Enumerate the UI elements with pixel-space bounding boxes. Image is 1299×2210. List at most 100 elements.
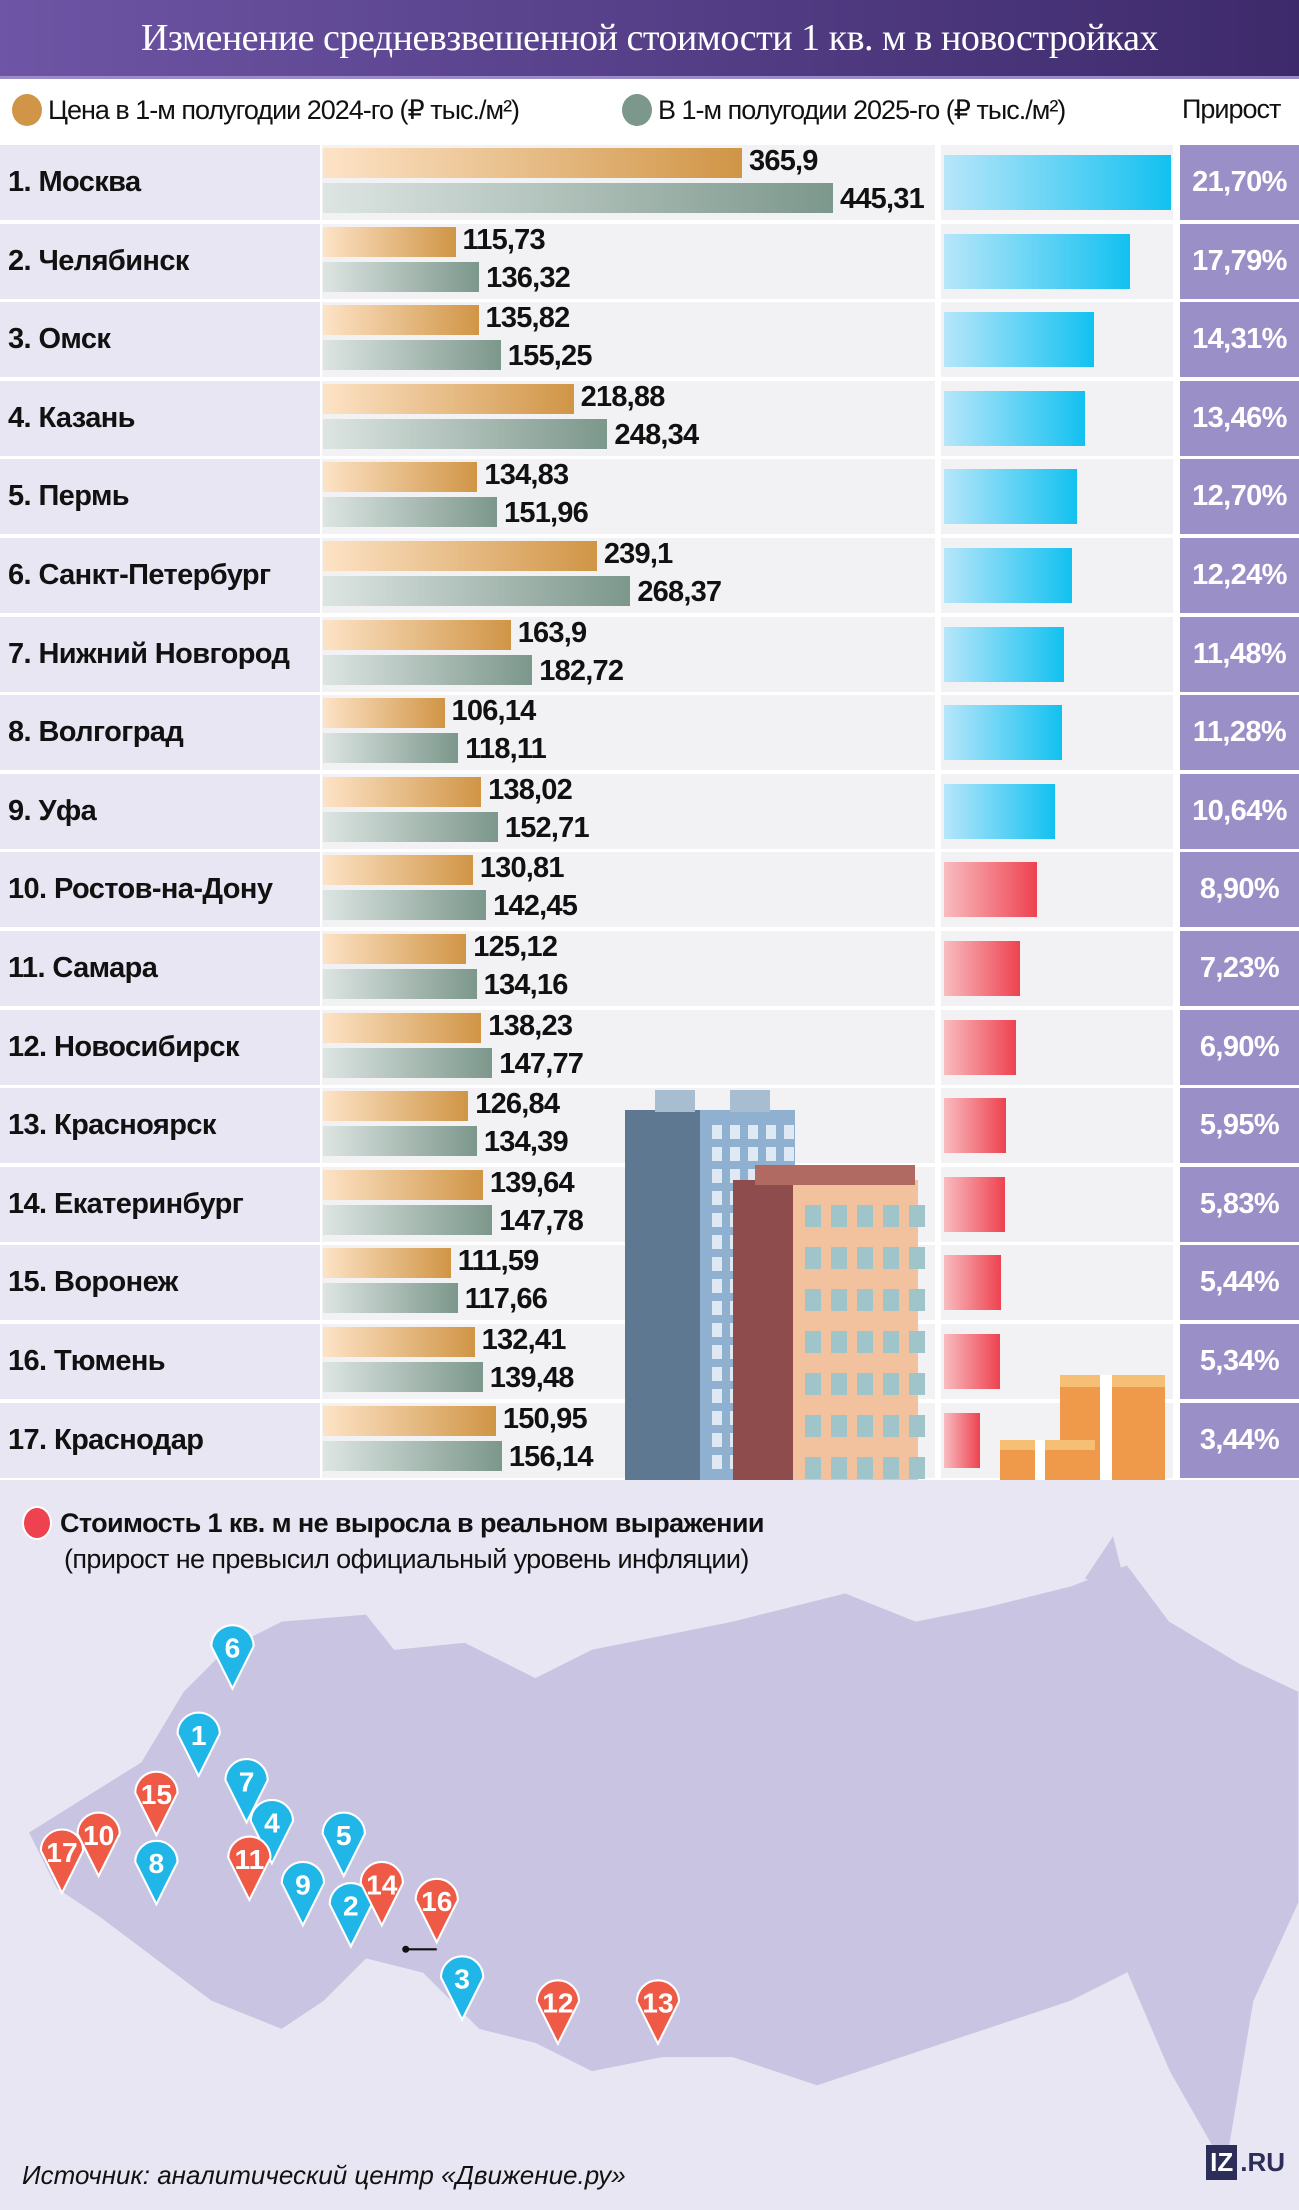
city-label: 11. Самара <box>0 931 320 1006</box>
bars-cell: 365,9 445,31 <box>322 145 935 220</box>
value-2024: 132,41 <box>481 1324 567 1356</box>
value-2025: 182,72 <box>539 654 624 687</box>
bar-2024 <box>323 383 574 414</box>
value-2025: 268,37 <box>637 576 722 608</box>
growth-value: 21,70% <box>1180 145 1299 220</box>
pin-icon <box>224 1757 269 1825</box>
map-pin-8: 8 <box>134 1839 179 1907</box>
growth-cell <box>941 145 1173 220</box>
pin-number: 4 <box>264 1806 280 1838</box>
growth-bar <box>944 390 1085 446</box>
growth-value: 3,44% <box>1180 1402 1299 1478</box>
value-2024: 239,1 <box>603 538 673 570</box>
bar-2025 <box>323 576 631 606</box>
bars-cell: 126,84 134,39 <box>322 1088 935 1164</box>
bar-2024 <box>323 1405 496 1436</box>
pin-number: 3 <box>454 1963 470 1995</box>
red-dot-icon <box>22 1506 52 1540</box>
city-label: 13. Красноярск <box>0 1088 320 1164</box>
pin-icon <box>359 1860 405 1928</box>
growth-value: 14,31% <box>1180 302 1299 378</box>
logo-part: IZ <box>1206 2145 1238 2180</box>
city-label: 17. Краснодар <box>0 1402 320 1478</box>
map-pin-7: 7 <box>224 1757 269 1825</box>
growth-bar <box>944 1176 1005 1232</box>
table-row: 11. Самара 125,12 134,16 7,23% <box>0 931 1299 1006</box>
table-row: 6. Санкт-Петербург 239,1 268,37 12,24% <box>0 538 1299 613</box>
bar-2024 <box>323 698 445 729</box>
growth-cell <box>941 773 1173 849</box>
bar-2025 <box>323 654 533 685</box>
value-2024: 218,88 <box>580 380 666 413</box>
bars-cell: 111,59 117,66 <box>322 1245 935 1321</box>
bar-2024 <box>323 1012 482 1043</box>
table-row: 16. Тюмень 132,41 139,48 5,34% <box>0 1324 1299 1399</box>
russia-silhouette <box>27 1563 1299 2173</box>
city-label: 9. Уфа <box>0 773 320 849</box>
city-label: 8. Волгоград <box>0 695 320 771</box>
bar-2025 <box>323 811 498 842</box>
pin-number: 11 <box>234 1843 264 1875</box>
table-row: 17. Краснодар 150,95 156,14 3,44% <box>0 1402 1299 1478</box>
growth-cell <box>941 1245 1173 1321</box>
pin-number: 16 <box>421 1885 452 1917</box>
legend-item-2025: В 1-м полугодии 2025-го (₽ тыс./м²) <box>622 94 1066 126</box>
value-2025: 117,66 <box>464 1283 548 1316</box>
page-title: Изменение средневзвешенной стоимости 1 к… <box>0 0 1299 79</box>
bars-cell: 115,73 136,32 <box>322 223 935 299</box>
growth-bar <box>944 941 1020 996</box>
value-2024: 106,14 <box>451 695 537 728</box>
orange-dot-icon <box>12 94 42 126</box>
map-pin-17: 17 <box>39 1828 85 1896</box>
value-2025: 152,71 <box>504 811 590 844</box>
pin-icon <box>39 1828 85 1896</box>
growth-value: 7,23% <box>1180 931 1299 1006</box>
growth-cell <box>941 1009 1173 1085</box>
bars-cell: 132,41 139,48 <box>322 1324 935 1399</box>
growth-value: 5,95% <box>1180 1088 1299 1164</box>
growth-value: 8,90% <box>1180 852 1299 928</box>
value-2025: 445,31 <box>840 183 925 215</box>
pin-icon <box>321 1811 366 1879</box>
growth-cell <box>941 931 1173 1006</box>
growth-cell <box>941 616 1173 692</box>
value-2025: 134,16 <box>483 969 569 1001</box>
growth-value: 10,64% <box>1180 773 1299 849</box>
growth-cell <box>941 223 1173 299</box>
growth-bar <box>944 1019 1017 1075</box>
value-2025: 147,78 <box>499 1204 584 1237</box>
growth-cell <box>941 695 1173 771</box>
bars-cell: 138,23 147,77 <box>322 1009 935 1085</box>
value-2025: 139,48 <box>489 1362 575 1394</box>
growth-cell <box>941 459 1173 535</box>
russia-map: 1 2 3 4 5 6 7 8 9 10 11 12 13 14 15 16 1… <box>27 1536 1299 2173</box>
map-pin-9: 9 <box>280 1860 326 1928</box>
table-row: 4. Казань 218,88 248,34 13,46% <box>0 380 1299 456</box>
city-label: 12. Новосибирск <box>0 1009 320 1085</box>
growth-cell <box>941 302 1173 378</box>
bar-2025 <box>323 418 608 449</box>
growth-bar <box>944 312 1094 368</box>
pin-number: 1 <box>191 1719 207 1751</box>
value-2024: 115,73 <box>462 223 546 256</box>
value-2024: 111,59 <box>457 1245 540 1278</box>
bar-2025 <box>323 497 498 528</box>
value-2025: 155,25 <box>507 340 593 373</box>
table-row: 1. Москва 365,9 445,31 21,70% <box>0 145 1299 220</box>
map-section: 1 2 3 4 5 6 7 8 9 10 11 12 13 14 15 16 1… <box>0 1480 1299 2210</box>
bar-2024 <box>323 776 482 807</box>
legend-label: В 1-м полугодии 2025-го (₽ тыс./м²) <box>658 94 1066 125</box>
pin-number: 12 <box>542 1987 573 2019</box>
bar-2025 <box>323 340 501 371</box>
growth-bar <box>944 783 1056 839</box>
growth-value: 5,34% <box>1180 1324 1299 1399</box>
table-row: 14. Екатеринбург 139,64 147,78 5,83% <box>0 1166 1299 1242</box>
growth-cell <box>941 852 1173 928</box>
growth-value: 13,46% <box>1180 380 1299 456</box>
pin-number: 17 <box>46 1836 77 1868</box>
pin-icon <box>227 1835 272 1903</box>
value-2024: 150,95 <box>502 1402 588 1435</box>
table-row: 13. Красноярск 126,84 134,39 5,95% <box>0 1088 1299 1164</box>
growth-value: 5,44% <box>1180 1245 1299 1321</box>
value-2025: 248,34 <box>614 418 699 451</box>
